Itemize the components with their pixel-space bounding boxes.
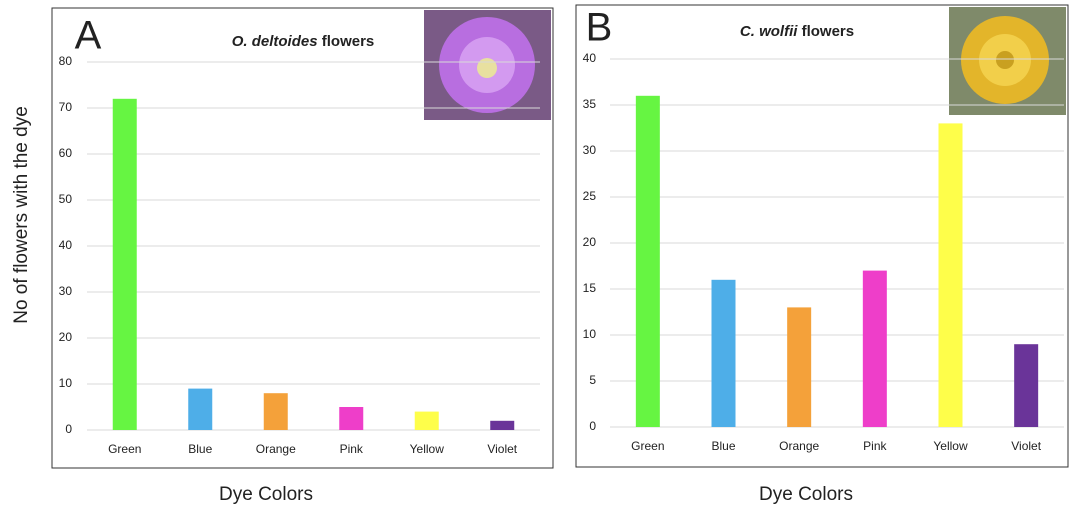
- panel-frame: [51, 7, 554, 469]
- bar: [711, 279, 736, 427]
- y-tick-label: 70: [59, 100, 73, 114]
- bar: [787, 307, 812, 427]
- y-tick-label: 35: [583, 97, 597, 111]
- panel-frame: [575, 4, 1069, 468]
- x-tick-label: Violet: [487, 442, 517, 456]
- bar: [263, 393, 288, 430]
- x-tick-label: Pink: [863, 439, 887, 453]
- y-tick-label: 80: [59, 54, 73, 68]
- chart-title: C. wolfii flowers: [740, 23, 854, 40]
- y-tick-label: 30: [59, 284, 73, 298]
- bar: [1014, 344, 1039, 427]
- y-tick-label: 40: [59, 238, 73, 252]
- x-tick-label: Yellow: [933, 439, 968, 453]
- x-tick-label: Blue: [711, 439, 735, 453]
- bar: [339, 407, 364, 430]
- y-tick-label: 10: [59, 376, 73, 390]
- y-tick-label: 40: [583, 51, 597, 65]
- y-tick-label: 60: [59, 146, 73, 160]
- y-tick-label: 25: [583, 189, 597, 203]
- y-tick-label: 5: [589, 373, 596, 387]
- x-tick-label: Green: [631, 439, 664, 453]
- chart-title: O. deltoides flowers: [232, 33, 375, 50]
- flower-photo: [424, 10, 551, 120]
- y-tick-label: 20: [59, 330, 73, 344]
- title-rest: flowers: [322, 33, 375, 50]
- x-tick-label: Orange: [256, 442, 296, 456]
- panel-label: B: [586, 6, 613, 50]
- bar: [862, 270, 887, 427]
- bar: [112, 98, 137, 431]
- y-axis-label: No of flowers with the dye: [11, 106, 32, 324]
- x-tick-label: Green: [108, 442, 141, 456]
- y-tick-label: 10: [583, 327, 597, 341]
- title-species: O. deltoides: [232, 33, 318, 50]
- flower-photo: [949, 7, 1066, 115]
- title-rest: flowers: [802, 23, 855, 40]
- bar: [635, 95, 660, 428]
- y-tick-label: 0: [589, 419, 596, 433]
- x-tick-label: Orange: [779, 439, 819, 453]
- y-tick-label: 20: [583, 235, 597, 249]
- panel-label: A: [75, 14, 102, 58]
- x-tick-label: Blue: [188, 442, 212, 456]
- x-tick-label: Pink: [340, 442, 364, 456]
- bar: [490, 420, 515, 430]
- y-tick-label: 50: [59, 192, 73, 206]
- title-species: C. wolfii: [740, 23, 798, 40]
- x-tick-label: Yellow: [410, 442, 445, 456]
- x-tick-label: Violet: [1011, 439, 1041, 453]
- bar: [414, 411, 439, 430]
- bar: [188, 388, 213, 430]
- y-tick-label: 0: [65, 422, 72, 436]
- bar: [938, 123, 963, 428]
- x-axis-label: Dye Colors: [219, 484, 313, 505]
- y-tick-label: 30: [583, 143, 597, 157]
- y-tick-label: 15: [583, 281, 597, 295]
- x-axis-label: Dye Colors: [759, 484, 853, 505]
